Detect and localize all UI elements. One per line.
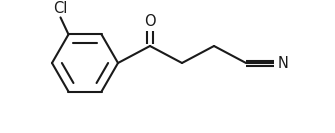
Text: Cl: Cl xyxy=(53,1,68,16)
Text: O: O xyxy=(144,14,156,28)
Text: N: N xyxy=(278,55,288,70)
